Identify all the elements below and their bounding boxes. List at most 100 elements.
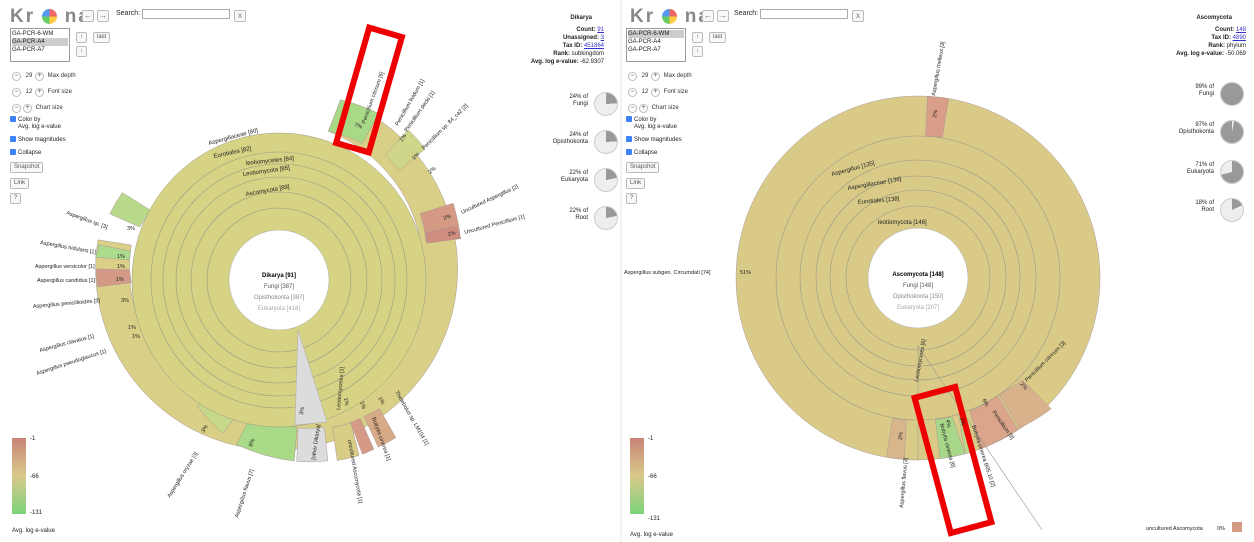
leaf-label: 1%: [447, 230, 456, 238]
font-size-increase[interactable]: +: [651, 88, 660, 97]
pie-chart-icon[interactable]: [594, 206, 618, 230]
show-magnitudes-checkbox[interactable]: Show magnitudes: [10, 136, 66, 144]
leaf-label: 8%: [248, 438, 256, 448]
legend-mid: -66: [648, 474, 657, 480]
chart-size-increase[interactable]: +: [23, 104, 32, 113]
chart-size-decrease[interactable]: −: [628, 104, 637, 113]
forward-button[interactable]: →: [717, 10, 729, 22]
snapshot-button[interactable]: Snapshot: [10, 162, 44, 173]
font-size-increase[interactable]: +: [35, 88, 44, 97]
sunburst-wedge[interactable]: [95, 244, 131, 261]
sunburst-wedge[interactable]: [332, 422, 360, 461]
dataset-list[interactable]: GA-PCR-6-WM GA-PCR-A4 GA-PCR-A7: [626, 28, 686, 62]
help-button[interactable]: ?: [626, 193, 638, 204]
pie-chart-icon[interactable]: [594, 92, 618, 116]
dataset-item[interactable]: GA-PCR-A4: [12, 38, 68, 46]
dataset-up-button[interactable]: ↑: [76, 32, 87, 43]
leaf-label: 1%: [399, 133, 409, 143]
krona-sunburst-chart[interactable]: Ascomycota [89] Leotiomycota [85] leotio…: [0, 0, 620, 542]
back-button[interactable]: ←: [702, 10, 714, 22]
font-size-decrease[interactable]: −: [12, 88, 21, 97]
leaf-label: Thelebolus sp. LM104 [1]: [393, 390, 429, 447]
pie-chart-icon[interactable]: [1220, 198, 1244, 222]
forward-button[interactable]: →: [97, 10, 109, 22]
leaf-label: Aspergillus penicillioides [3]: [33, 298, 101, 310]
pie-chart-icon[interactable]: [1220, 120, 1244, 144]
pie-chart-icon[interactable]: [1220, 160, 1244, 184]
pie-chart-icon[interactable]: [1220, 82, 1244, 106]
sunburst-wedge[interactable]: [385, 129, 426, 171]
color-by-checkbox[interactable]: Color by Avg. log e-value: [626, 116, 677, 131]
chart-size-decrease[interactable]: −: [12, 104, 21, 113]
font-size-value: 12: [25, 89, 33, 95]
sunburst-wedge[interactable]: [294, 329, 328, 426]
sunburst-center[interactable]: [867, 227, 969, 329]
chart-size-increase[interactable]: +: [639, 104, 648, 113]
leaf-label: 2%: [898, 432, 905, 441]
sunburst-ring[interactable]: [206, 207, 352, 353]
sunburst-wedge[interactable]: [363, 408, 397, 448]
max-depth-decrease[interactable]: −: [628, 72, 637, 81]
snapshot-button[interactable]: Snapshot: [626, 162, 660, 173]
sunburst-wedge[interactable]: [350, 418, 375, 455]
sunburst-center[interactable]: [228, 229, 330, 331]
krona-panel-right: Kr na ← → Search: x GA-PCR-6-WM GA-PCR-A…: [622, 0, 1254, 542]
dataset-item[interactable]: GA-PCR-A4: [628, 39, 661, 45]
color-by-checkbox[interactable]: Color by Avg. log e-value: [10, 116, 61, 131]
link-button[interactable]: Link: [626, 178, 646, 189]
evalue-color-legend: [630, 438, 644, 514]
max-depth-decrease[interactable]: −: [12, 72, 21, 81]
sunburst-wedge[interactable]: [95, 268, 132, 288]
leaf-label: 7%: [353, 122, 363, 130]
font-size-control: −12 + Font size: [628, 88, 688, 97]
max-depth-increase[interactable]: +: [35, 72, 44, 81]
ring-label: Eurotiales [138]: [858, 196, 900, 206]
leaf-label: Aspergillus melleus [3]: [931, 41, 947, 97]
sunburst-ring[interactable]: [190, 191, 368, 369]
pie-chart-icon[interactable]: [594, 130, 618, 154]
leaf-label: 1%: [342, 397, 349, 406]
dataset-last-button[interactable]: last: [93, 32, 111, 43]
count-link[interactable]: 148: [1235, 27, 1246, 33]
dataset-down-button[interactable]: ↓: [692, 46, 703, 57]
dataset-item[interactable]: GA-PCR-A7: [628, 47, 661, 53]
sunburst-wedge[interactable]: [296, 427, 329, 463]
collapse-checkbox[interactable]: Collapse: [626, 149, 657, 157]
show-magnitudes-checkbox[interactable]: Show magnitudes: [626, 136, 682, 144]
center-label: Opisthokonta [150]: [893, 294, 944, 300]
font-size-decrease[interactable]: −: [628, 88, 637, 97]
dataset-last-button[interactable]: last: [709, 32, 727, 43]
pie-chart-icon[interactable]: [594, 168, 618, 192]
dataset-list[interactable]: GA-PCR-6-WM GA-PCR-A4 GA-PCR-A7: [10, 28, 70, 62]
link-button[interactable]: Link: [10, 178, 30, 189]
search-input[interactable]: [142, 9, 230, 19]
unassigned-link[interactable]: 3: [600, 35, 604, 41]
search-input[interactable]: [760, 9, 848, 19]
back-button[interactable]: ←: [82, 10, 94, 22]
search-clear-button[interactable]: x: [234, 10, 246, 22]
dataset-up-button[interactable]: ↑: [692, 32, 703, 43]
collapse-checkbox[interactable]: Collapse: [10, 149, 41, 157]
dataset-item[interactable]: GA-PCR-6-WM: [628, 30, 684, 38]
search-clear-button[interactable]: x: [852, 10, 864, 22]
sunburst-wedge[interactable]: [935, 416, 966, 459]
help-button[interactable]: ?: [10, 193, 22, 204]
sunburst-wedge[interactable]: [998, 379, 1052, 429]
leaf-label: 2%: [443, 213, 453, 221]
dataset-down-button[interactable]: ↓: [76, 46, 87, 57]
sunburst-ring[interactable]: [150, 151, 408, 409]
legend-title: Avg. log e-value: [12, 528, 55, 534]
leaf-label: Uncultured Penicillium [1]: [464, 214, 526, 236]
taxid-link[interactable]: 4890: [1232, 35, 1246, 41]
pie-label: 99% of Fungi: [1195, 84, 1214, 97]
sunburst-ring[interactable]: [162, 163, 396, 397]
krona-sunburst-chart[interactable]: leotiomycota [146] Eurotiales [138] Aspe…: [622, 0, 1254, 542]
dataset-item[interactable]: GA-PCR-6-WM: [12, 31, 54, 37]
dataset-item[interactable]: GA-PCR-A7: [12, 47, 45, 53]
sunburst-wedge[interactable]: [425, 225, 462, 244]
taxid-link[interactable]: 451864: [583, 43, 604, 49]
leaf-label: 3%: [127, 226, 135, 232]
count-link[interactable]: 91: [597, 27, 604, 33]
sunburst-ring[interactable]: [175, 176, 383, 384]
max-depth-increase[interactable]: +: [651, 72, 660, 81]
